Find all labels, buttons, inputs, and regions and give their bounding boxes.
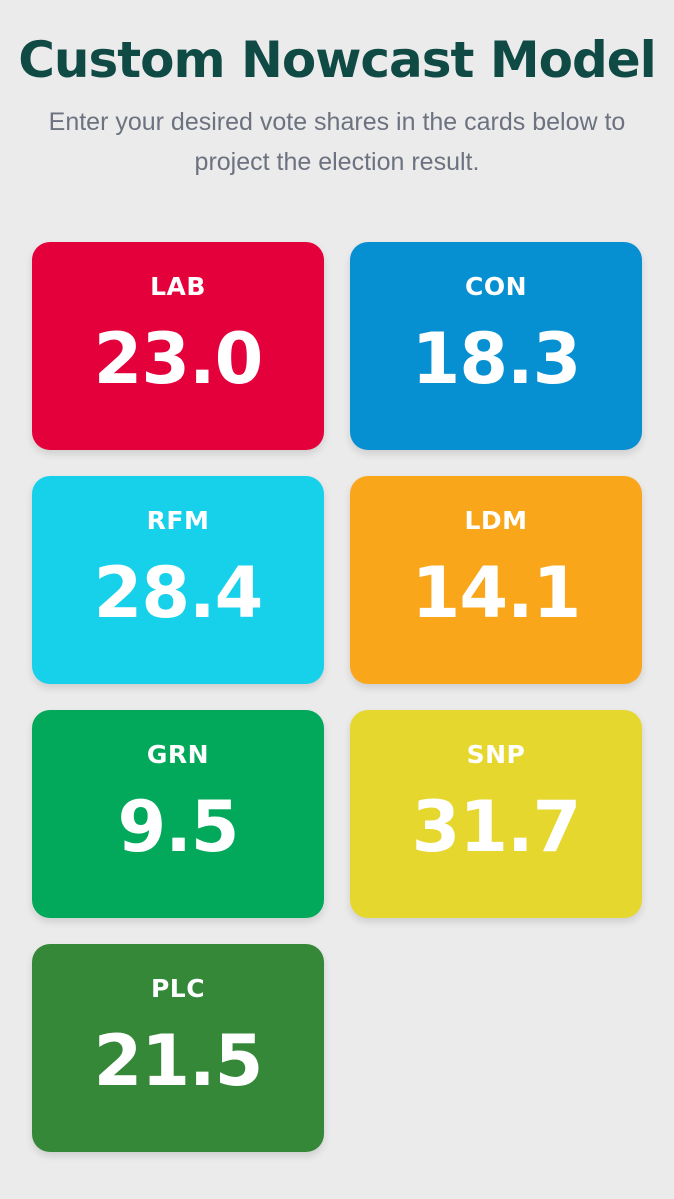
page-subtitle: Enter your desired vote shares in the ca… (48, 108, 626, 176)
party-label: LAB (150, 272, 206, 301)
party-label: LDM (464, 506, 528, 535)
page-header: Custom Nowcast Model Enter your desired … (0, 0, 674, 182)
vote-share-input[interactable]: 9.5 (117, 786, 239, 868)
vote-share-input[interactable]: 14.1 (411, 552, 582, 634)
party-label: CON (464, 272, 528, 301)
vote-share-input[interactable]: 28.4 (93, 552, 264, 634)
party-card-con[interactable]: CON 18.3 (350, 242, 642, 450)
vote-share-input[interactable]: 21.5 (93, 1020, 264, 1102)
party-card-grn[interactable]: GRN 9.5 (32, 710, 324, 918)
party-card-ldm[interactable]: LDM 14.1 (350, 476, 642, 684)
vote-share-input[interactable]: 18.3 (411, 318, 582, 400)
page-title: Custom Nowcast Model (18, 31, 657, 89)
party-card-rfm[interactable]: RFM 28.4 (32, 476, 324, 684)
vote-share-input[interactable]: 23.0 (93, 318, 264, 400)
party-label: PLC (150, 974, 206, 1003)
party-label: RFM (146, 506, 210, 535)
party-label: SNP (466, 740, 526, 769)
party-card-plc[interactable]: PLC 21.5 (32, 944, 324, 1152)
party-card-lab[interactable]: LAB 23.0 (32, 242, 324, 450)
party-label: GRN (146, 740, 210, 769)
party-card-snp[interactable]: SNP 31.7 (350, 710, 642, 918)
party-card-grid: LAB 23.0 CON 18.3 RFM 28.4 LDM 14.1 GRN … (32, 242, 642, 1152)
vote-share-input[interactable]: 31.7 (411, 786, 582, 868)
